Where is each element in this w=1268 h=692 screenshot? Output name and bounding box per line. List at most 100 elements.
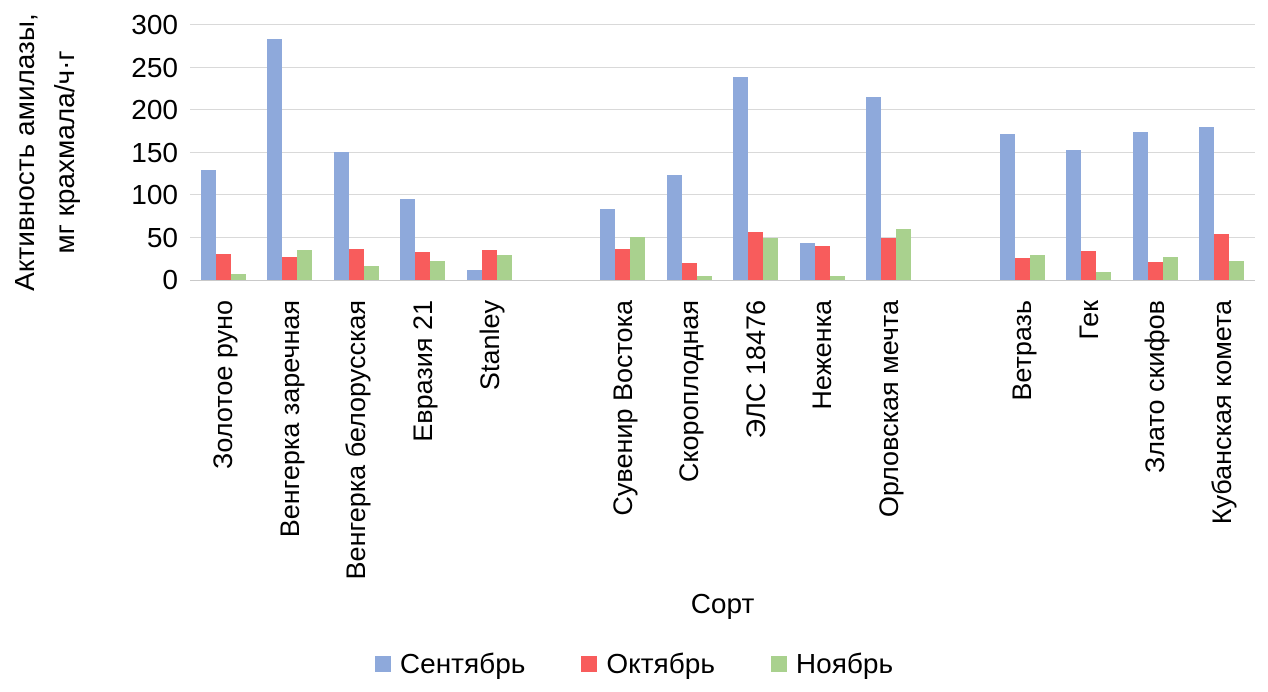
bar [333,151,349,280]
bar [1029,255,1045,280]
bar-group [257,25,324,280]
bar [763,238,779,280]
bar-group [723,25,790,280]
bar [267,39,283,280]
y-tick-label: 100 [131,179,178,210]
bar [1014,257,1030,280]
gridline [190,24,1255,25]
x-category-label: Ветразь [1007,300,1038,401]
bar [430,261,446,280]
bar [600,209,616,280]
bar [400,199,416,280]
bar [467,269,483,280]
bar [1096,272,1112,280]
bar-group [323,25,390,280]
bars-row [190,25,1255,280]
x-category-label: Злато скифов [1140,300,1171,474]
x-axis-title: Сорт [690,588,755,619]
bar-group [390,25,457,280]
y-tick-label: 0 [162,264,178,295]
gridline [190,66,1255,68]
y-tick-label: 250 [131,51,178,83]
x-category-label: Stanley [474,300,505,391]
legend-swatch-icon [374,656,391,672]
legend-label: Ноябрь [795,648,894,679]
y-tick-label: 300 [131,9,178,40]
bar-group [989,25,1056,280]
bar [681,263,697,280]
gridline [190,194,1255,195]
bar [799,242,815,280]
bar [666,174,682,280]
legend-item: Ноябрь [770,648,894,680]
x-category-label: ЭЛС 18476 [740,300,771,439]
bar [1147,262,1163,280]
bar [733,76,749,280]
bar-group-empty [523,25,590,280]
bar [1132,132,1148,280]
bar [200,169,216,280]
bar [215,253,231,280]
bar [814,246,830,280]
bar [615,249,631,280]
x-category-label: Золотое руно [208,300,239,469]
gridline [190,151,1255,153]
y-tick-label: 50 [146,221,178,253]
legend: Сентябрь Октябрь Ноябрь [0,648,1268,680]
legend-item: Сентябрь [374,648,526,680]
legend-label: Октябрь [606,648,715,679]
bar [630,236,646,280]
x-axis-line [190,280,1255,281]
bar [829,275,845,280]
y-tick-label: 150 [131,136,178,168]
x-category-label: Орловская мечта [873,300,904,518]
y-tick-label: 200 [131,94,178,125]
bar [1162,257,1178,280]
bar [1199,127,1215,280]
bar [363,265,379,280]
x-category-label: Венгерка белорусская [341,300,372,580]
bar-group [190,25,257,280]
bar [1214,234,1230,280]
bar [497,255,513,280]
bar [1229,261,1245,280]
gridline [190,236,1255,238]
x-category-label: Скороплодная [674,300,705,483]
x-category-label: Евразия 21 [407,300,438,442]
bar [748,231,764,280]
bar [1081,251,1097,280]
bar-group-empty [922,25,989,280]
bar [282,257,298,280]
bar [881,238,897,280]
bar-group [1055,25,1122,280]
bar [482,250,498,280]
bar-group [789,25,856,280]
bar [896,229,912,280]
bar [1066,149,1082,280]
bar [297,250,313,280]
x-category-label: Кубанская комета [1206,300,1237,525]
legend-label: Сентябрь [399,648,526,679]
bar [999,133,1015,280]
bar-group [856,25,923,280]
bar [866,97,882,280]
bar [415,251,431,280]
legend-swatch-icon [770,656,787,672]
bar-group [589,25,656,280]
gridline [190,109,1255,110]
bar-group [1188,25,1255,280]
bar-group [456,25,523,280]
bar-group [656,25,723,280]
legend-swatch-icon [581,656,598,672]
x-category-label: Сувенир Востока [607,300,638,516]
bar [348,248,364,280]
x-category-label: Гек [1073,300,1104,340]
legend-item: Октябрь [581,648,715,680]
bar-group [1122,25,1189,280]
bar [230,274,246,280]
x-category-label: Неженка [807,300,838,410]
plot-area [190,24,1255,281]
bar [696,275,712,280]
x-category-label: Венгерка заречная [274,300,305,538]
